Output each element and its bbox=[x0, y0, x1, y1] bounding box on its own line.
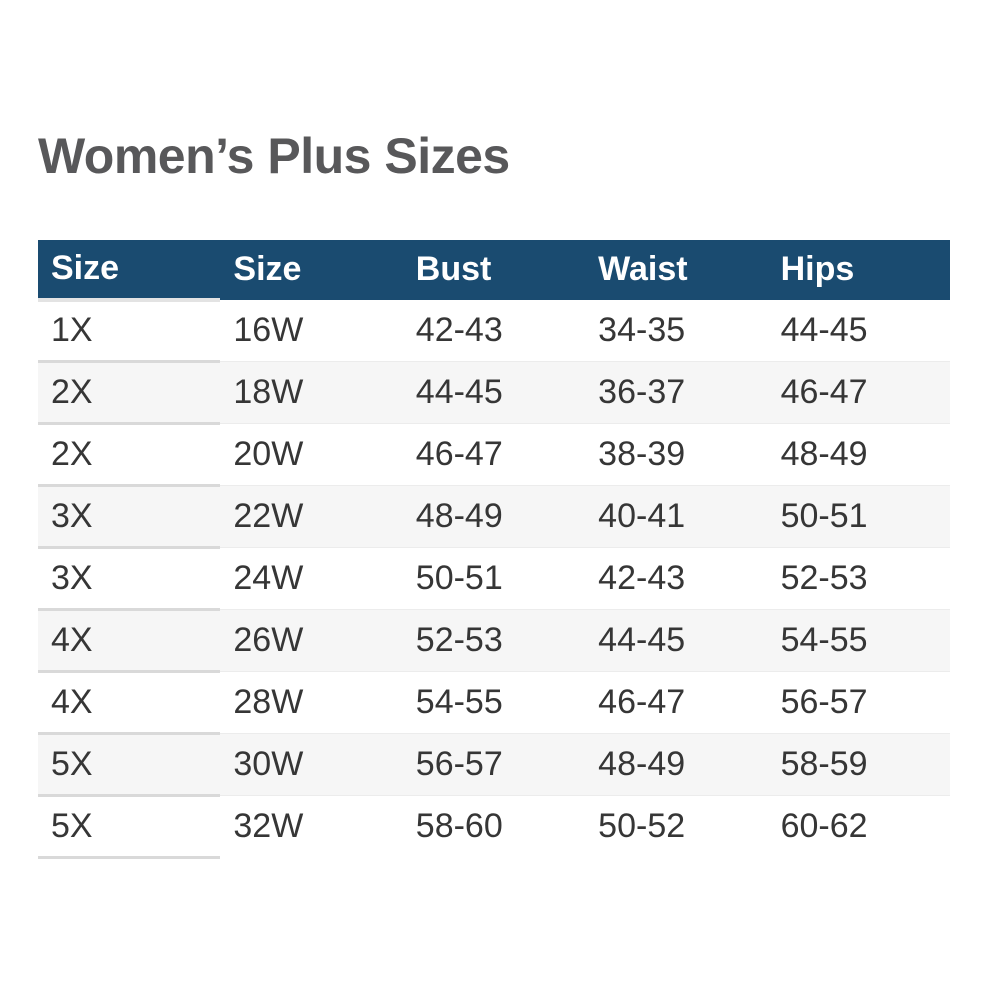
measurement-cell: 46-47 bbox=[585, 671, 768, 734]
header-hips: Hips bbox=[780, 250, 855, 288]
measurement-cell: 42-43 bbox=[402, 299, 586, 362]
measurement-cell: 42-43 bbox=[585, 547, 768, 610]
table-row: 5X 32W 58-60 50-52 60-62 bbox=[38, 795, 950, 859]
measurement-cell: 20W bbox=[220, 423, 403, 486]
measurement-cell: 26W bbox=[220, 609, 403, 672]
table-row: 1X 16W 42-43 34-35 44-45 bbox=[38, 299, 950, 363]
measurement-cell: 44-45 bbox=[767, 299, 950, 362]
measurement-cell: 48-49 bbox=[402, 485, 586, 548]
measurement-cell: 48-49 bbox=[585, 733, 768, 796]
measurement-cell: 50-52 bbox=[598, 807, 686, 846]
header-waist: Waist bbox=[598, 250, 688, 288]
table-header: Size Size Bust Waist Hips bbox=[38, 239, 950, 302]
measurement-cell: 54-55 bbox=[767, 609, 950, 672]
row-size-cell: 4X bbox=[38, 609, 221, 673]
measurement-cell: 30W bbox=[220, 733, 403, 796]
measurement-cell: 54-55 bbox=[402, 671, 586, 734]
measurement-cell: 56-57 bbox=[767, 671, 950, 734]
header-size-numeric: Size bbox=[233, 250, 302, 288]
header-row: Size Size Bust Waist Hips bbox=[38, 239, 950, 302]
table-row: 4X 26W 52-53 44-45 54-55 bbox=[38, 609, 950, 673]
measurement-cell: 60-62 bbox=[780, 807, 868, 846]
measurement-cell: 58-60 bbox=[415, 807, 503, 846]
page-title: Women’s Plus Sizes bbox=[38, 128, 510, 184]
measurement-cell: 44-45 bbox=[402, 361, 586, 424]
measurement-cell: 34-35 bbox=[585, 299, 768, 362]
table-row: 4X 28W 54-55 46-47 56-57 bbox=[38, 671, 950, 735]
table-row: 2X 20W 46-47 38-39 48-49 bbox=[38, 423, 950, 487]
table-row: 5X 30W 56-57 48-49 58-59 bbox=[38, 733, 950, 797]
measurement-cell: 22W bbox=[220, 485, 403, 548]
measurement-cell: 48-49 bbox=[767, 423, 950, 486]
row-size-cell: 4X bbox=[38, 671, 221, 735]
header-size-alpha: Size bbox=[38, 239, 221, 302]
measurement-cell: 46-47 bbox=[767, 361, 950, 424]
measurement-cell: 32W bbox=[233, 807, 304, 846]
measurement-cell: 16W bbox=[220, 299, 403, 362]
row-size-cell: 2X bbox=[38, 423, 221, 487]
measurement-cell: 44-45 bbox=[585, 609, 768, 672]
measurement-cell: 52-53 bbox=[402, 609, 586, 672]
row-size-cell: 5X bbox=[38, 733, 221, 797]
measurement-cell: 56-57 bbox=[402, 733, 586, 796]
measurement-cell: 38-39 bbox=[585, 423, 768, 486]
measurement-cell: 28W bbox=[220, 671, 403, 734]
measurement-cell: 52-53 bbox=[767, 547, 950, 610]
measurement-cell: 58-59 bbox=[767, 733, 950, 796]
row-size-cell: 1X bbox=[38, 299, 221, 363]
row-size-cell: 3X bbox=[38, 547, 221, 611]
table-row: 3X 22W 48-49 40-41 50-51 bbox=[38, 485, 950, 549]
table-row: 2X 18W 44-45 36-37 46-47 bbox=[38, 361, 950, 425]
row-size-cell: 3X bbox=[38, 485, 221, 549]
measurement-cell: 18W bbox=[220, 361, 403, 424]
table-row: 3X 24W 50-51 42-43 52-53 bbox=[38, 547, 950, 611]
header-bust: Bust bbox=[415, 250, 492, 288]
size-chart-table: Size Size Bust Waist Hips 1X 16W 42-43 34-3… bbox=[38, 239, 950, 859]
row-size-cell: 5X bbox=[38, 795, 221, 859]
measurement-cell: 46-47 bbox=[402, 423, 586, 486]
measurement-cell: 24W bbox=[220, 547, 403, 610]
measurement-cell: 50-51 bbox=[402, 547, 586, 610]
measurement-cell: 40-41 bbox=[585, 485, 768, 548]
measurement-cell: 36-37 bbox=[585, 361, 768, 424]
row-size-cell: 2X bbox=[38, 361, 221, 425]
table-body: 1X 16W 42-43 34-35 44-45 2X 18W 44-45 36-37 46-47… bbox=[38, 299, 950, 859]
measurement-cell: 50-51 bbox=[767, 485, 950, 548]
